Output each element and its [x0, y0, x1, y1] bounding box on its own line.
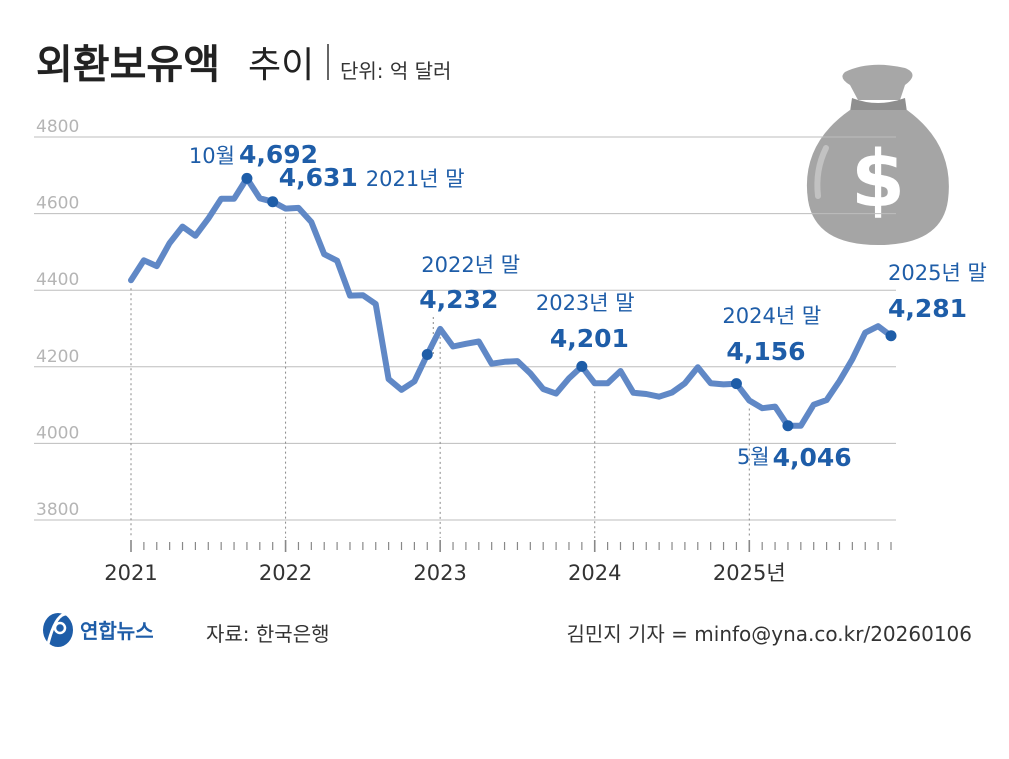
annotation-label: 2023년 말 [536, 291, 635, 315]
annotation-value: 4,201 [550, 324, 629, 353]
annotation-value: 4,692 [239, 140, 318, 169]
annotation-value: 4,046 [773, 443, 852, 472]
y-tick-label: 3800 [36, 500, 79, 520]
highlight-point [782, 420, 794, 432]
y-tick-label: 4000 [36, 423, 79, 443]
credit-text: 김민지 기자 = minfo@yna.co.kr/20260106 [566, 622, 972, 646]
annotation-label: 10월 [189, 144, 235, 168]
unit-label: 단위: 억 달러 [340, 59, 451, 83]
annotation-value: 4,281 [888, 294, 967, 323]
y-tick-label: 4800 [36, 117, 79, 137]
x-tick-label: 2023 [413, 561, 466, 585]
y-tick-label: 4400 [36, 270, 79, 290]
x-tick-label: 2024 [568, 561, 621, 585]
highlight-point [730, 378, 742, 390]
annotation-label: 5월 [737, 445, 770, 469]
svg-text:$: $ [851, 135, 905, 225]
annotation-label: 2021년 말 [366, 167, 465, 191]
annotation-value: 4,631 [279, 163, 358, 192]
x-tick-label: 2022 [259, 561, 312, 585]
highlight-point [885, 330, 897, 342]
x-tick-label: 2025년 [713, 561, 786, 585]
annotation-label: 2025년 말 [888, 261, 987, 285]
brand-name: 연합뉴스 [80, 619, 154, 643]
annotation-value: 4,232 [419, 285, 498, 314]
annotation-label: 2024년 말 [722, 304, 821, 328]
highlight-point [576, 360, 588, 372]
y-tick-label: 4600 [36, 194, 79, 214]
reserves-series-line [128, 175, 894, 429]
highlight-point [421, 349, 433, 361]
chart-subtitle: 추이 [248, 45, 314, 86]
annotation-value: 4,156 [726, 337, 805, 366]
highlight-point [241, 172, 253, 184]
chart-title: 외환보유액 [36, 42, 220, 88]
money-bag-icon: $ [806, 64, 949, 245]
source-text: 자료: 한국은행 [206, 622, 330, 646]
y-tick-label: 4200 [36, 347, 79, 367]
highlight-point [267, 196, 279, 208]
x-tick-label: 2021 [104, 561, 157, 585]
annotation-label: 2022년 말 [421, 253, 520, 277]
yonhap-logo-icon [43, 612, 73, 647]
